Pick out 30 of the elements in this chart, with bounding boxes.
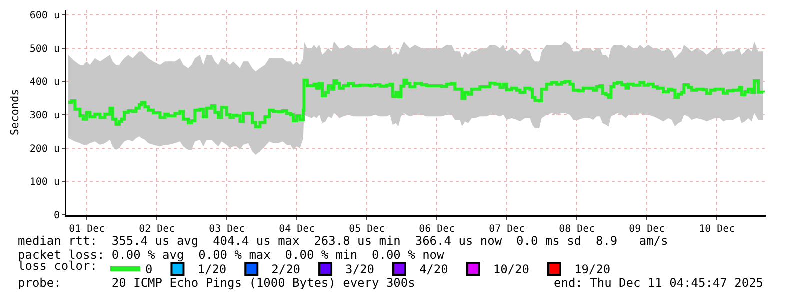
- legend-label: 4/20: [419, 262, 448, 277]
- y-tick-label: 100 u: [30, 177, 60, 188]
- x-tick-label: 02 Dec: [139, 224, 176, 235]
- y-tick-label: 0: [54, 210, 60, 222]
- legend-label: 0: [145, 262, 153, 277]
- x-tick-label: 09 Dec: [629, 224, 666, 235]
- x-tick-label: 04 Dec: [279, 224, 316, 235]
- text: packet loss: 0.00 % avg 0.00 % max 0.00 % min 0.00 % now: [18, 248, 446, 262]
- y-axis-title: Seconds: [8, 89, 22, 136]
- legend-label: 2/20: [272, 262, 301, 277]
- x-tick-label: 01 Dec: [69, 224, 106, 235]
- x-tick-label: 10 Dec: [699, 224, 736, 235]
- y-tick-label: 600 u: [30, 10, 60, 22]
- legend-title: loss color:: [18, 259, 98, 274]
- legend-label: 3/20: [346, 262, 374, 277]
- x-tick-label: 06 Dec: [419, 224, 456, 235]
- text: end: Thu Dec 11 04:45:47 2025: [554, 276, 764, 290]
- y-tick-label: 400 u: [30, 77, 60, 88]
- text: probe: 20 ICMP Echo Pings (1000 Bytes) every 300s: [18, 276, 416, 290]
- legend-label: 1/20: [198, 262, 227, 277]
- text: median rtt: 355.4 us avg 404.4 us max 263.8 us min 366.4 us now 0.0 ms sd 8.9 am/s: [18, 234, 668, 248]
- y-tick-label: 500 u: [30, 44, 60, 55]
- legend-label: 10/20: [493, 262, 530, 277]
- y-tick-label: 200 u: [30, 144, 60, 155]
- y-tick-label: 300 u: [30, 110, 60, 122]
- x-tick-label: 08 Dec: [559, 224, 596, 235]
- x-tick-label: 05 Dec: [349, 224, 386, 235]
- x-tick-label: 07 Dec: [489, 224, 526, 235]
- x-tick-label: 03 Dec: [209, 224, 246, 235]
- legend-label: 19/20: [574, 262, 611, 277]
